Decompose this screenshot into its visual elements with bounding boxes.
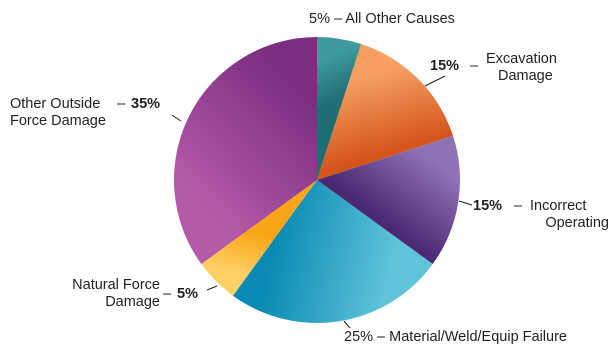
leader-line-material-weld-equip-failure [343,320,351,329]
slice-name-line2-excavation-damage: Damage [498,68,553,84]
leader-line-incorrect-operating [458,200,473,206]
pie-slice-natural-force-damage [201,180,317,296]
slice-label-material-weld-equip-failure: 25% – Material/Weld/Equip Failure [344,329,567,345]
pie-slice-excavation-damage [317,43,454,180]
slice-value-excavation-damage: 15% [430,58,459,74]
slice-separator-other-outside-force-damage: – [117,96,126,112]
slice-value-incorrect-operating: 15% [473,198,502,214]
slice-separator-natural-force-damage: – [163,286,172,302]
pie-slice-incorrect-operating [317,135,460,265]
slice-label-all-other-causes: 5% – All Other Causes [309,11,455,27]
leader-line-natural-force-damage [206,285,218,291]
slice-separator-incorrect-operating: – [514,198,523,214]
slice-separator-excavation-damage: – [470,58,479,74]
slice-name-line1-incorrect-operating: Incorrect [530,198,586,214]
slice-value-natural-force-damage: 5% [177,286,198,302]
slice-name-line1-natural-force-damage: Natural Force [72,277,160,293]
slice-name-material-weld-equip-failure: – Material/Weld/Equip Failure [373,329,567,345]
pie-slice-other-outside-force-damage [174,36,317,265]
slice-value-other-outside-force-damage: 35% [131,96,160,112]
slice-name-line2-other-outside-force-damage: Force Damage [10,113,106,129]
leader-line-other-outside-force-damage [171,114,182,122]
leader-line-excavation-damage [424,75,446,87]
slice-name-line2-incorrect-operating: Operating [545,215,609,231]
slice-value-material-weld-equip-failure: 25% [344,329,373,345]
slice-value-all-other-causes: 5% [309,11,330,27]
slice-name-line2-natural-force-damage: Damage [105,294,160,310]
pie-slices [174,36,460,323]
slice-name-line1-excavation-damage: Excavation [486,51,557,67]
slice-name-line1-other-outside-force-damage: Other Outside [10,96,100,112]
leader-lines [171,75,473,329]
pie-slice-material-weld-equip-failure [232,180,433,323]
slice-name-all-other-causes: – All Other Causes [330,11,455,27]
pie-slice-all-other-causes [317,37,362,180]
